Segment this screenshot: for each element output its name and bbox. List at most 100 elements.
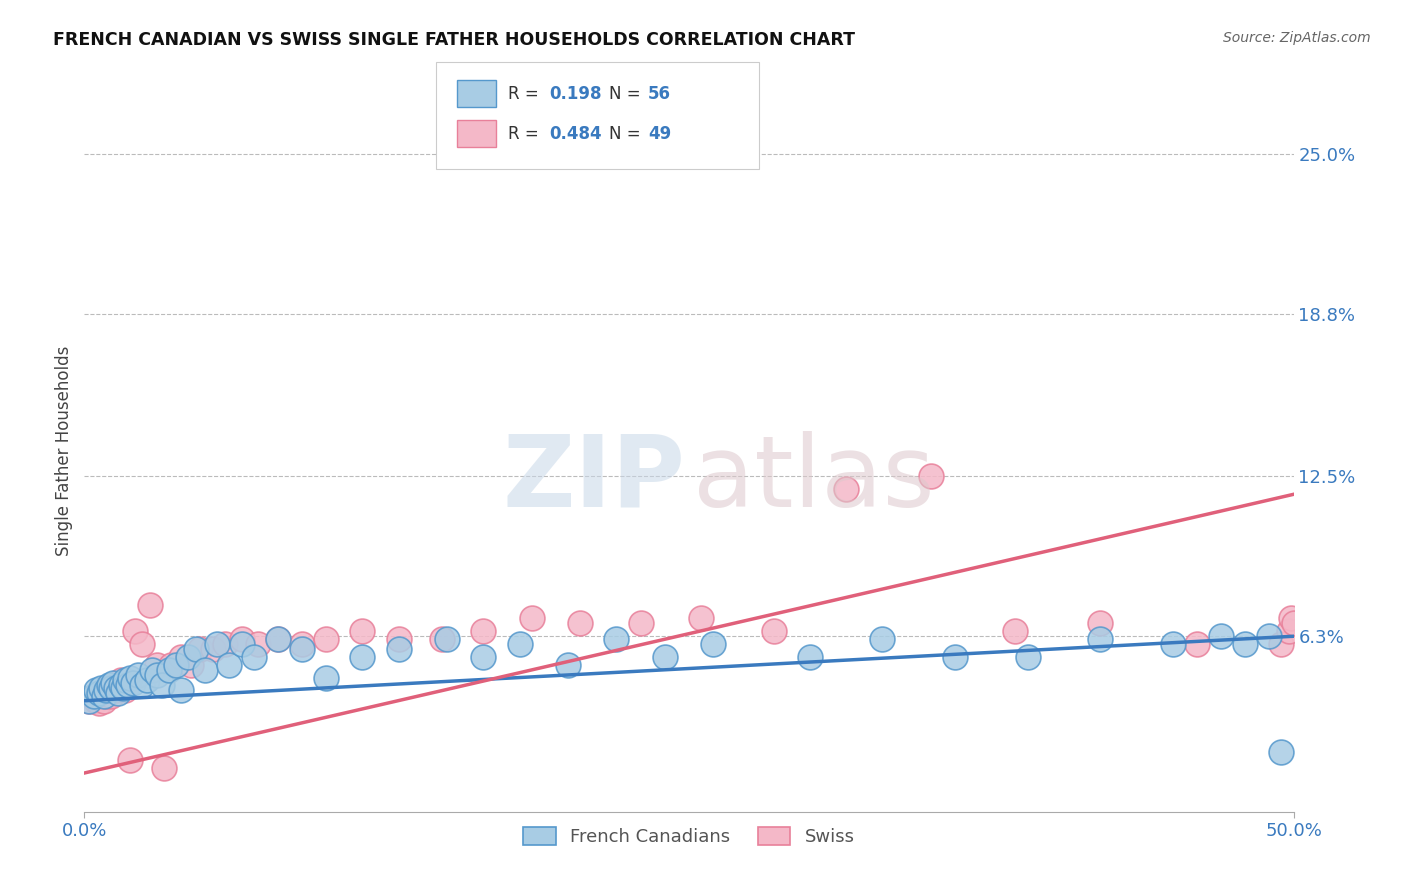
Y-axis label: Single Father Households: Single Father Households (55, 345, 73, 556)
Point (291, 637, 314, 651)
Point (1282, 616, 1305, 631)
Point (146, 668, 169, 682)
Point (184, 642, 207, 657)
Point (194, 663, 217, 677)
Point (121, 675, 143, 690)
Point (1209, 629, 1232, 643)
Text: FRENCH CANADIAN VS SWISS SINGLE FATHER HOUSEHOLDS CORRELATION CHART: FRENCH CANADIAN VS SWISS SINGLE FATHER H… (53, 31, 855, 49)
Point (472, 649, 495, 664)
Point (242, 649, 264, 664)
Point (1004, 624, 1026, 639)
Point (114, 683, 136, 698)
Point (201, 642, 224, 657)
Point (136, 673, 159, 687)
Point (94, 683, 117, 698)
Text: R =: R = (508, 85, 544, 103)
Point (110, 673, 132, 687)
Point (120, 753, 142, 767)
Point (654, 649, 676, 664)
Point (388, 632, 411, 646)
Point (605, 632, 627, 646)
Point (799, 649, 821, 664)
Legend: French Canadians, Swiss: French Canadians, Swiss (516, 820, 862, 854)
Point (1185, 637, 1208, 651)
Point (160, 657, 183, 672)
Text: N =: N = (609, 125, 645, 143)
Point (291, 642, 314, 657)
Text: N =: N = (609, 85, 645, 103)
Point (103, 678, 125, 692)
Point (352, 649, 374, 664)
Text: ZIP: ZIP (502, 431, 685, 528)
Point (138, 599, 160, 613)
Point (231, 632, 253, 646)
Point (97, 678, 120, 692)
Point (83, 689, 105, 703)
Point (114, 673, 136, 687)
Point (352, 624, 374, 639)
Point (315, 671, 337, 685)
Point (557, 657, 579, 672)
Point (231, 637, 253, 651)
Point (630, 616, 652, 631)
Point (509, 637, 531, 651)
Point (520, 611, 543, 625)
Point (97, 683, 120, 698)
Point (218, 657, 240, 672)
Point (1161, 637, 1184, 651)
Point (83, 689, 105, 703)
Point (127, 668, 149, 682)
Point (90, 681, 112, 695)
Text: 0.484: 0.484 (550, 125, 602, 143)
Point (569, 616, 592, 631)
Point (690, 611, 713, 625)
Point (124, 624, 146, 639)
Point (267, 632, 290, 646)
Text: 56: 56 (648, 85, 671, 103)
Point (93, 689, 115, 703)
Point (104, 683, 127, 698)
Point (835, 482, 858, 496)
Point (1279, 611, 1302, 625)
Point (920, 469, 942, 483)
Point (131, 637, 153, 651)
Point (177, 649, 200, 664)
Text: 49: 49 (648, 125, 672, 143)
Point (762, 624, 785, 639)
Point (388, 642, 411, 657)
Point (131, 678, 153, 692)
Point (315, 632, 337, 646)
Point (157, 663, 180, 677)
Text: R =: R = (508, 125, 544, 143)
Point (214, 637, 236, 651)
Point (1017, 649, 1039, 664)
Point (1270, 745, 1292, 759)
Point (77, 694, 100, 708)
Point (93, 694, 115, 708)
Point (150, 678, 173, 692)
Point (94, 689, 117, 703)
Point (943, 649, 966, 664)
Point (104, 681, 127, 695)
Point (1088, 616, 1111, 631)
Point (110, 678, 132, 692)
Point (190, 642, 212, 657)
Point (77, 694, 100, 708)
Text: 0.198: 0.198 (550, 85, 602, 103)
Point (107, 686, 129, 700)
Text: atlas: atlas (693, 431, 934, 528)
Point (117, 678, 139, 692)
Point (86, 694, 108, 708)
Point (141, 663, 163, 677)
Point (247, 637, 270, 651)
Text: Source: ZipAtlas.com: Source: ZipAtlas.com (1223, 31, 1371, 45)
Point (1258, 629, 1281, 643)
Point (146, 657, 169, 672)
Point (170, 649, 193, 664)
Point (103, 675, 125, 690)
Point (100, 689, 122, 703)
Point (1278, 624, 1301, 639)
Point (170, 683, 193, 698)
Point (90, 689, 112, 703)
Point (180, 657, 202, 672)
